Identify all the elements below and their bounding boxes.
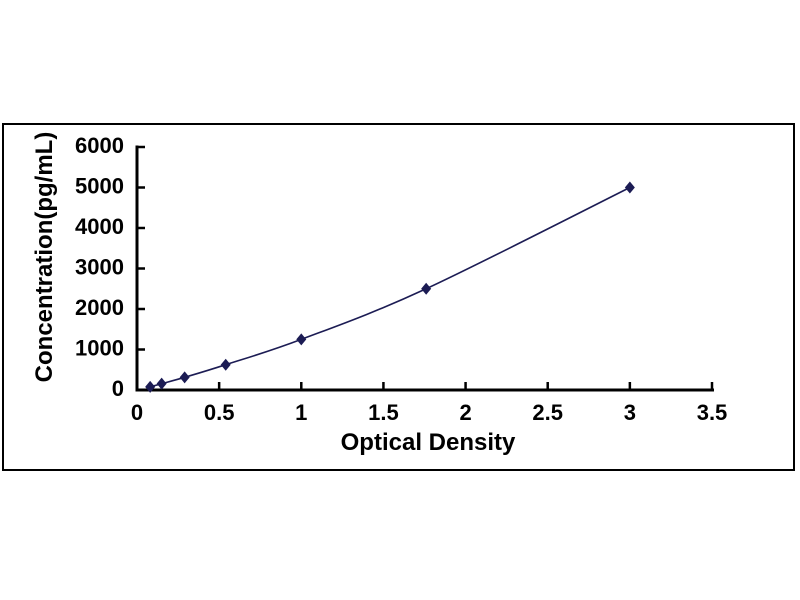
chart-frame bbox=[2, 123, 795, 471]
y-tick-label: 2000 bbox=[75, 295, 124, 320]
data-point-marker bbox=[145, 380, 156, 393]
x-tick-label: 0 bbox=[131, 400, 143, 425]
x-tick-label: 0.5 bbox=[204, 400, 235, 425]
x-tick-label: 2 bbox=[459, 400, 471, 425]
x-tick-label: 3.5 bbox=[697, 400, 728, 425]
y-tick-label: 1000 bbox=[75, 336, 124, 361]
data-point-marker bbox=[624, 181, 635, 194]
curve-line bbox=[149, 186, 631, 388]
y-tick-label: 6000 bbox=[75, 133, 124, 158]
x-axis-title: Optical Density bbox=[341, 429, 516, 456]
x-tick-label: 2.5 bbox=[532, 400, 563, 425]
x-tick-label: 1.5 bbox=[368, 400, 399, 425]
y-tick-label: 5000 bbox=[75, 174, 124, 199]
data-point-marker bbox=[296, 333, 307, 346]
y-tick-label: 0 bbox=[112, 376, 124, 401]
data-point-marker bbox=[156, 377, 167, 390]
data-point-marker bbox=[421, 282, 432, 295]
x-tick-label: 3 bbox=[624, 400, 636, 425]
y-axis-title: Concentration(pg/mL) bbox=[31, 132, 58, 383]
y-tick-label: 4000 bbox=[75, 214, 124, 239]
y-tick-label: 3000 bbox=[75, 255, 124, 280]
x-tick-label: 1 bbox=[295, 400, 307, 425]
data-point-marker bbox=[179, 371, 190, 384]
chart-generated-content: 0 0.5 1 1.5 2 2.5 3 3.5 0 1000 2000 3000 4000 5000 600… bbox=[75, 133, 727, 425]
data-point-marker bbox=[220, 358, 231, 371]
